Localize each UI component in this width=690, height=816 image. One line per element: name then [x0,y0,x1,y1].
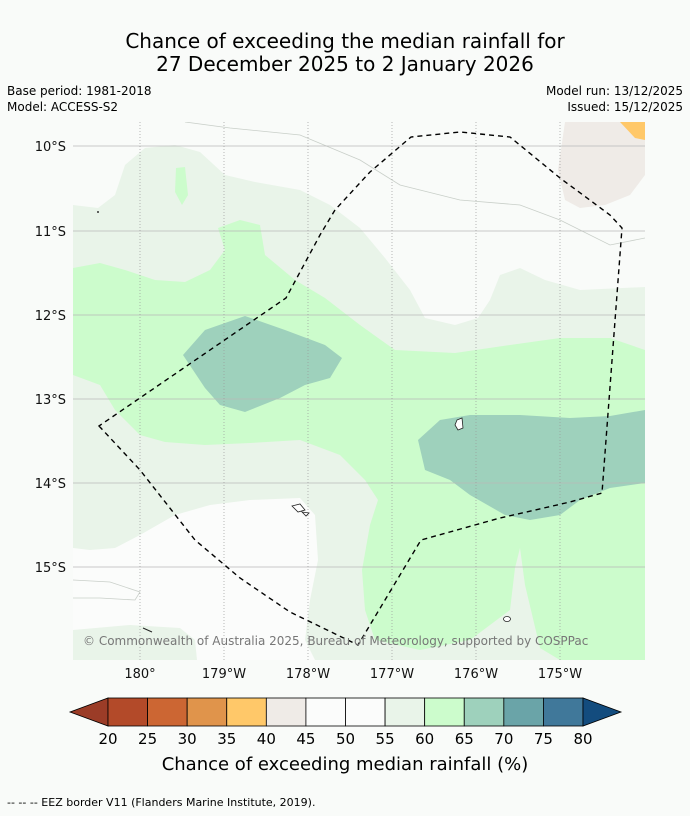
issued-date: Issued: 15/12/2025 [567,100,683,114]
copyright-notice: © Commonwealth of Australia 2025, Bureau… [83,634,588,648]
lat-label: 11°S [35,225,66,240]
colorbar-segment [147,697,188,727]
island-central-east [454,417,464,431]
lat-label: 10°S [35,140,66,155]
colorbar-segment [265,697,307,727]
island-southwest-2 [300,511,310,517]
model-name: Model: ACCESS-S2 [7,100,119,114]
colorbar-segment [463,697,505,727]
title-line-2: 27 December 2025 to 2 January 2026 [156,52,534,76]
colorbar-tick-label: 55 [376,730,395,748]
colorbar-tick-label: 25 [138,730,157,748]
colorbar-tick-label: 65 [455,730,474,748]
colorbar-tick-label: 80 [573,730,592,748]
region-40-45-northeast [558,122,645,208]
contour-line-north [184,122,645,246]
longitude-axis: 180° 179°W 178°W 177°W 176°W 175°W [124,667,582,682]
meta-left: Base period: 1981-2018 Model: ACCESS-S2 [7,83,152,115]
region-70-75-west [183,316,342,412]
lon-label: 177°W [370,667,414,682]
lon-label: 180° [124,667,155,682]
chart-title: Chance of exceeding the median rainfall … [0,30,690,76]
island-tiny [97,211,99,213]
colorbar-segment [384,697,426,727]
lat-label: 14°S [35,477,66,492]
region-35-40-corner [620,122,645,140]
colorbar [68,697,623,727]
colorbar-segment [226,697,267,727]
region-65-70-islet-top [175,167,188,205]
colorbar-tick-label: 75 [534,730,553,748]
model-run: Model run: 13/12/2025 [545,84,683,98]
lat-label: 13°S [35,393,66,408]
region-50-55-southwest [73,498,318,660]
colorbar-tick-label: 50 [336,730,355,748]
eez-border [97,131,623,646]
lon-label: 176°W [454,667,498,682]
lon-label: 175°W [538,667,582,682]
lon-label: 179°W [202,667,246,682]
region-60-65-southwest-patch [73,625,197,660]
colorbar-tick-labels: 20 25 30 35 40 45 50 55 60 65 70 75 80 [98,730,592,748]
map-plot-area [73,122,645,660]
island-south [503,616,511,622]
colorbar-segment [186,697,228,727]
meta-right: Model run: 13/12/2025 Issued: 15/12/2025 [546,83,683,115]
colorbar-over-extension [582,697,623,727]
colorbar-segment [503,697,544,727]
colorbar-tick-label: 45 [296,730,315,748]
island-far-south [142,627,153,633]
colorbar-segment [345,697,386,727]
latitude-gridlines [73,145,645,568]
contour-line-south [73,579,141,601]
colorbar-tick-label: 35 [217,730,236,748]
lat-label: 12°S [35,309,66,324]
colorbar-under-extension [68,697,109,727]
colorbar-tick-label: 70 [494,730,513,748]
colorbar-segment [424,697,465,727]
island-southwest [291,503,306,513]
colorbar-segment [305,697,346,727]
lon-label: 178°W [286,667,330,682]
colorbar-tick-label: 20 [98,730,117,748]
lat-label: 15°S [35,561,66,576]
base-period: Base period: 1981-2018 [7,84,152,98]
colorbar-tick-label: 40 [257,730,276,748]
colorbar-tick-label: 30 [178,730,197,748]
colorbar-segment [543,697,584,727]
colorbar-label: Chance of exceeding median rainfall (%) [162,754,529,775]
region-70-75-east [418,410,645,520]
colorbar-tick-label: 60 [415,730,434,748]
latitude-axis: 10°S 11°S 12°S 13°S 14°S 15°S [35,140,66,576]
colorbar-segment [107,697,148,727]
title-line-1: Chance of exceeding the median rainfall … [125,29,565,53]
eez-footnote: -- -- -- EEZ border V11 (Flanders Marine… [7,796,316,809]
